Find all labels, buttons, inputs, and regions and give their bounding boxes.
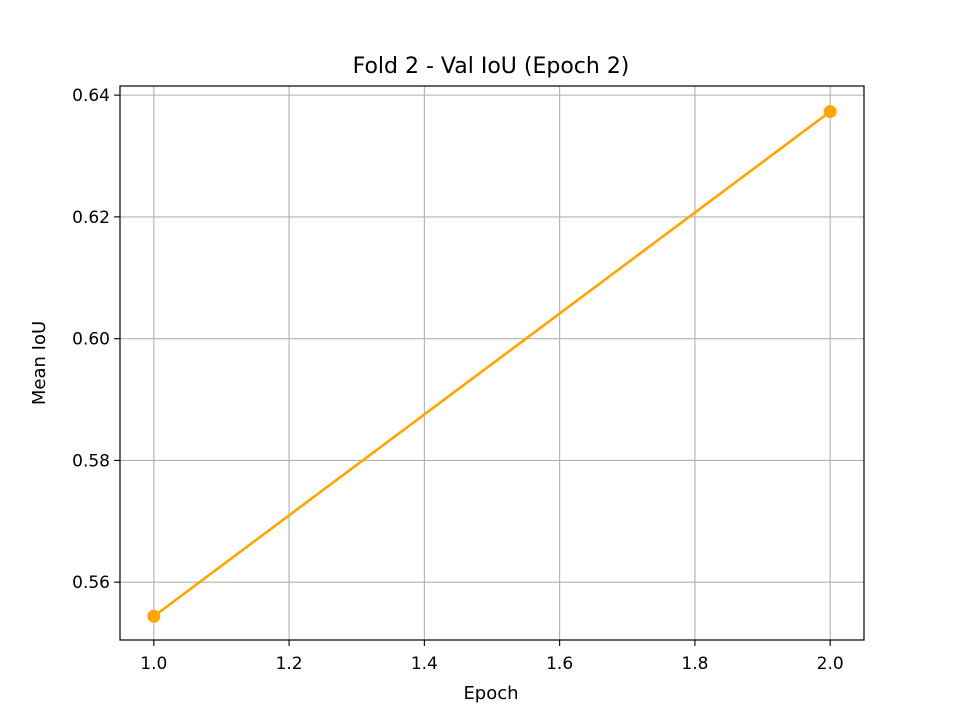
x-tick-label: 1.0 bbox=[140, 654, 167, 674]
y-tick-label: 0.56 bbox=[72, 573, 110, 593]
y-axis: 0.56 0.58 0.60 0.62 0.64 bbox=[72, 86, 120, 593]
plot-frame bbox=[119, 85, 865, 641]
x-tick-label: 1.6 bbox=[546, 654, 573, 674]
y-tick-label: 0.60 bbox=[72, 330, 110, 350]
x-axis-label: Epoch bbox=[463, 683, 518, 704]
chart-title: Fold 2 - Val IoU (Epoch 2) bbox=[353, 54, 630, 79]
series-line bbox=[153, 110, 831, 618]
data-point bbox=[823, 105, 837, 119]
x-tick-label: 2.0 bbox=[817, 654, 844, 674]
data-point bbox=[147, 609, 161, 623]
y-tick-label: 0.64 bbox=[72, 86, 110, 106]
y-axis-label: Mean IoU bbox=[29, 321, 50, 405]
y-tick-label: 0.58 bbox=[72, 451, 110, 471]
grid bbox=[120, 86, 864, 640]
x-tick-label: 1.4 bbox=[411, 654, 438, 674]
y-tick-label: 0.62 bbox=[72, 208, 110, 228]
x-axis: 1.0 1.2 1.4 1.6 1.8 2.0 bbox=[140, 640, 844, 674]
series-layer bbox=[147, 105, 837, 623]
x-tick-label: 1.2 bbox=[276, 654, 303, 674]
x-tick-label: 1.8 bbox=[681, 654, 708, 674]
